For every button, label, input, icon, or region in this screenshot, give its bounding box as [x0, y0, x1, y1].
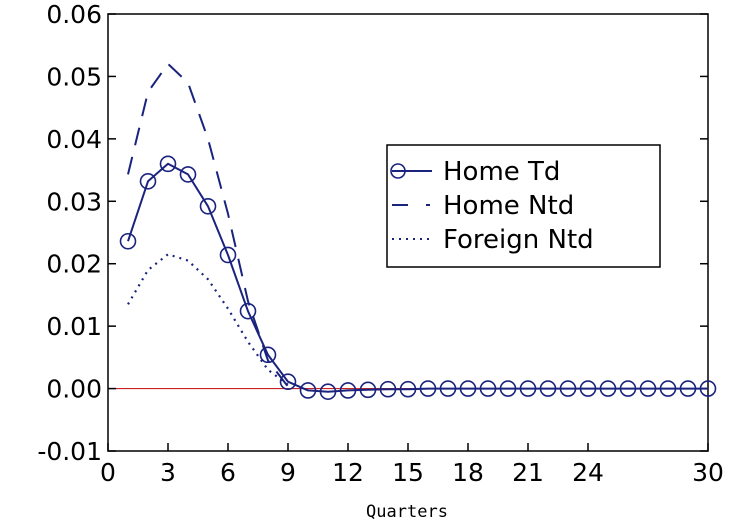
data-point-marker	[419, 380, 437, 397]
legend-label: Home Td	[443, 157, 560, 187]
y-tick-label: 0.03	[46, 187, 102, 216]
data-point-marker	[459, 380, 477, 397]
x-tick-label: 30	[692, 458, 724, 487]
y-tick-label: 0.04	[46, 125, 102, 154]
y-tick-label: 0.01	[46, 312, 102, 341]
series-line-foreign-ntd	[127, 253, 289, 386]
data-point-marker	[219, 246, 237, 264]
data-point-marker	[659, 380, 677, 397]
x-tick-label: 9	[280, 458, 296, 487]
y-tick-label: -0.01	[37, 437, 102, 466]
data-point-marker	[199, 197, 217, 215]
legend: Home Td Home Ntd Foreign Ntd	[386, 144, 661, 268]
legend-label: Home Ntd	[443, 191, 574, 221]
x-tick-label: 12	[332, 458, 364, 487]
y-tick-label: 0.06	[46, 0, 102, 29]
x-tick-label: 6	[220, 458, 236, 487]
data-point-marker	[619, 380, 637, 397]
data-point-marker	[579, 380, 597, 397]
x-tick-label: 24	[572, 458, 604, 487]
data-point-marker	[399, 380, 417, 398]
data-point-marker	[639, 380, 657, 397]
y-tick-label: 0.05	[46, 62, 102, 91]
y-tick-label: 0.00	[46, 375, 102, 404]
data-point-marker	[499, 380, 517, 397]
x-tick-label: 3	[160, 458, 176, 487]
y-tick-label: 0.02	[46, 250, 102, 279]
data-point-marker	[339, 382, 357, 399]
data-point-marker	[279, 373, 297, 391]
legend-label: Foreign Ntd	[443, 225, 594, 255]
data-point-marker	[179, 166, 197, 183]
data-point-marker	[139, 173, 157, 190]
data-point-marker	[679, 380, 697, 397]
data-point-marker	[119, 232, 137, 250]
legend-swatch-marker	[390, 163, 406, 179]
data-point-marker	[299, 382, 317, 399]
data-point-marker	[439, 380, 457, 397]
data-point-marker	[599, 380, 617, 397]
data-point-marker	[699, 380, 717, 397]
data-point-marker	[359, 381, 377, 399]
legend-box	[386, 144, 661, 268]
x-tick-label: 15	[392, 458, 424, 487]
series-line-home-ntd	[127, 62, 289, 388]
data-point-marker	[259, 346, 277, 364]
legend-entries: Home Td Home Ntd Foreign Ntd	[390, 157, 594, 255]
x-tick-label: 18	[452, 458, 484, 487]
data-point-marker	[479, 380, 497, 397]
data-point-marker	[379, 380, 397, 398]
series-layer	[119, 62, 717, 400]
data-point-marker	[539, 380, 557, 397]
x-tick-label: 0	[100, 458, 116, 487]
data-point-marker	[559, 380, 577, 397]
data-point-marker	[319, 383, 337, 400]
x-axis-title: Quarters	[366, 502, 448, 522]
data-point-marker	[159, 155, 177, 173]
data-point-marker	[519, 380, 537, 397]
x-tick-label: 21	[512, 458, 544, 487]
series-line-home-td	[127, 162, 708, 393]
